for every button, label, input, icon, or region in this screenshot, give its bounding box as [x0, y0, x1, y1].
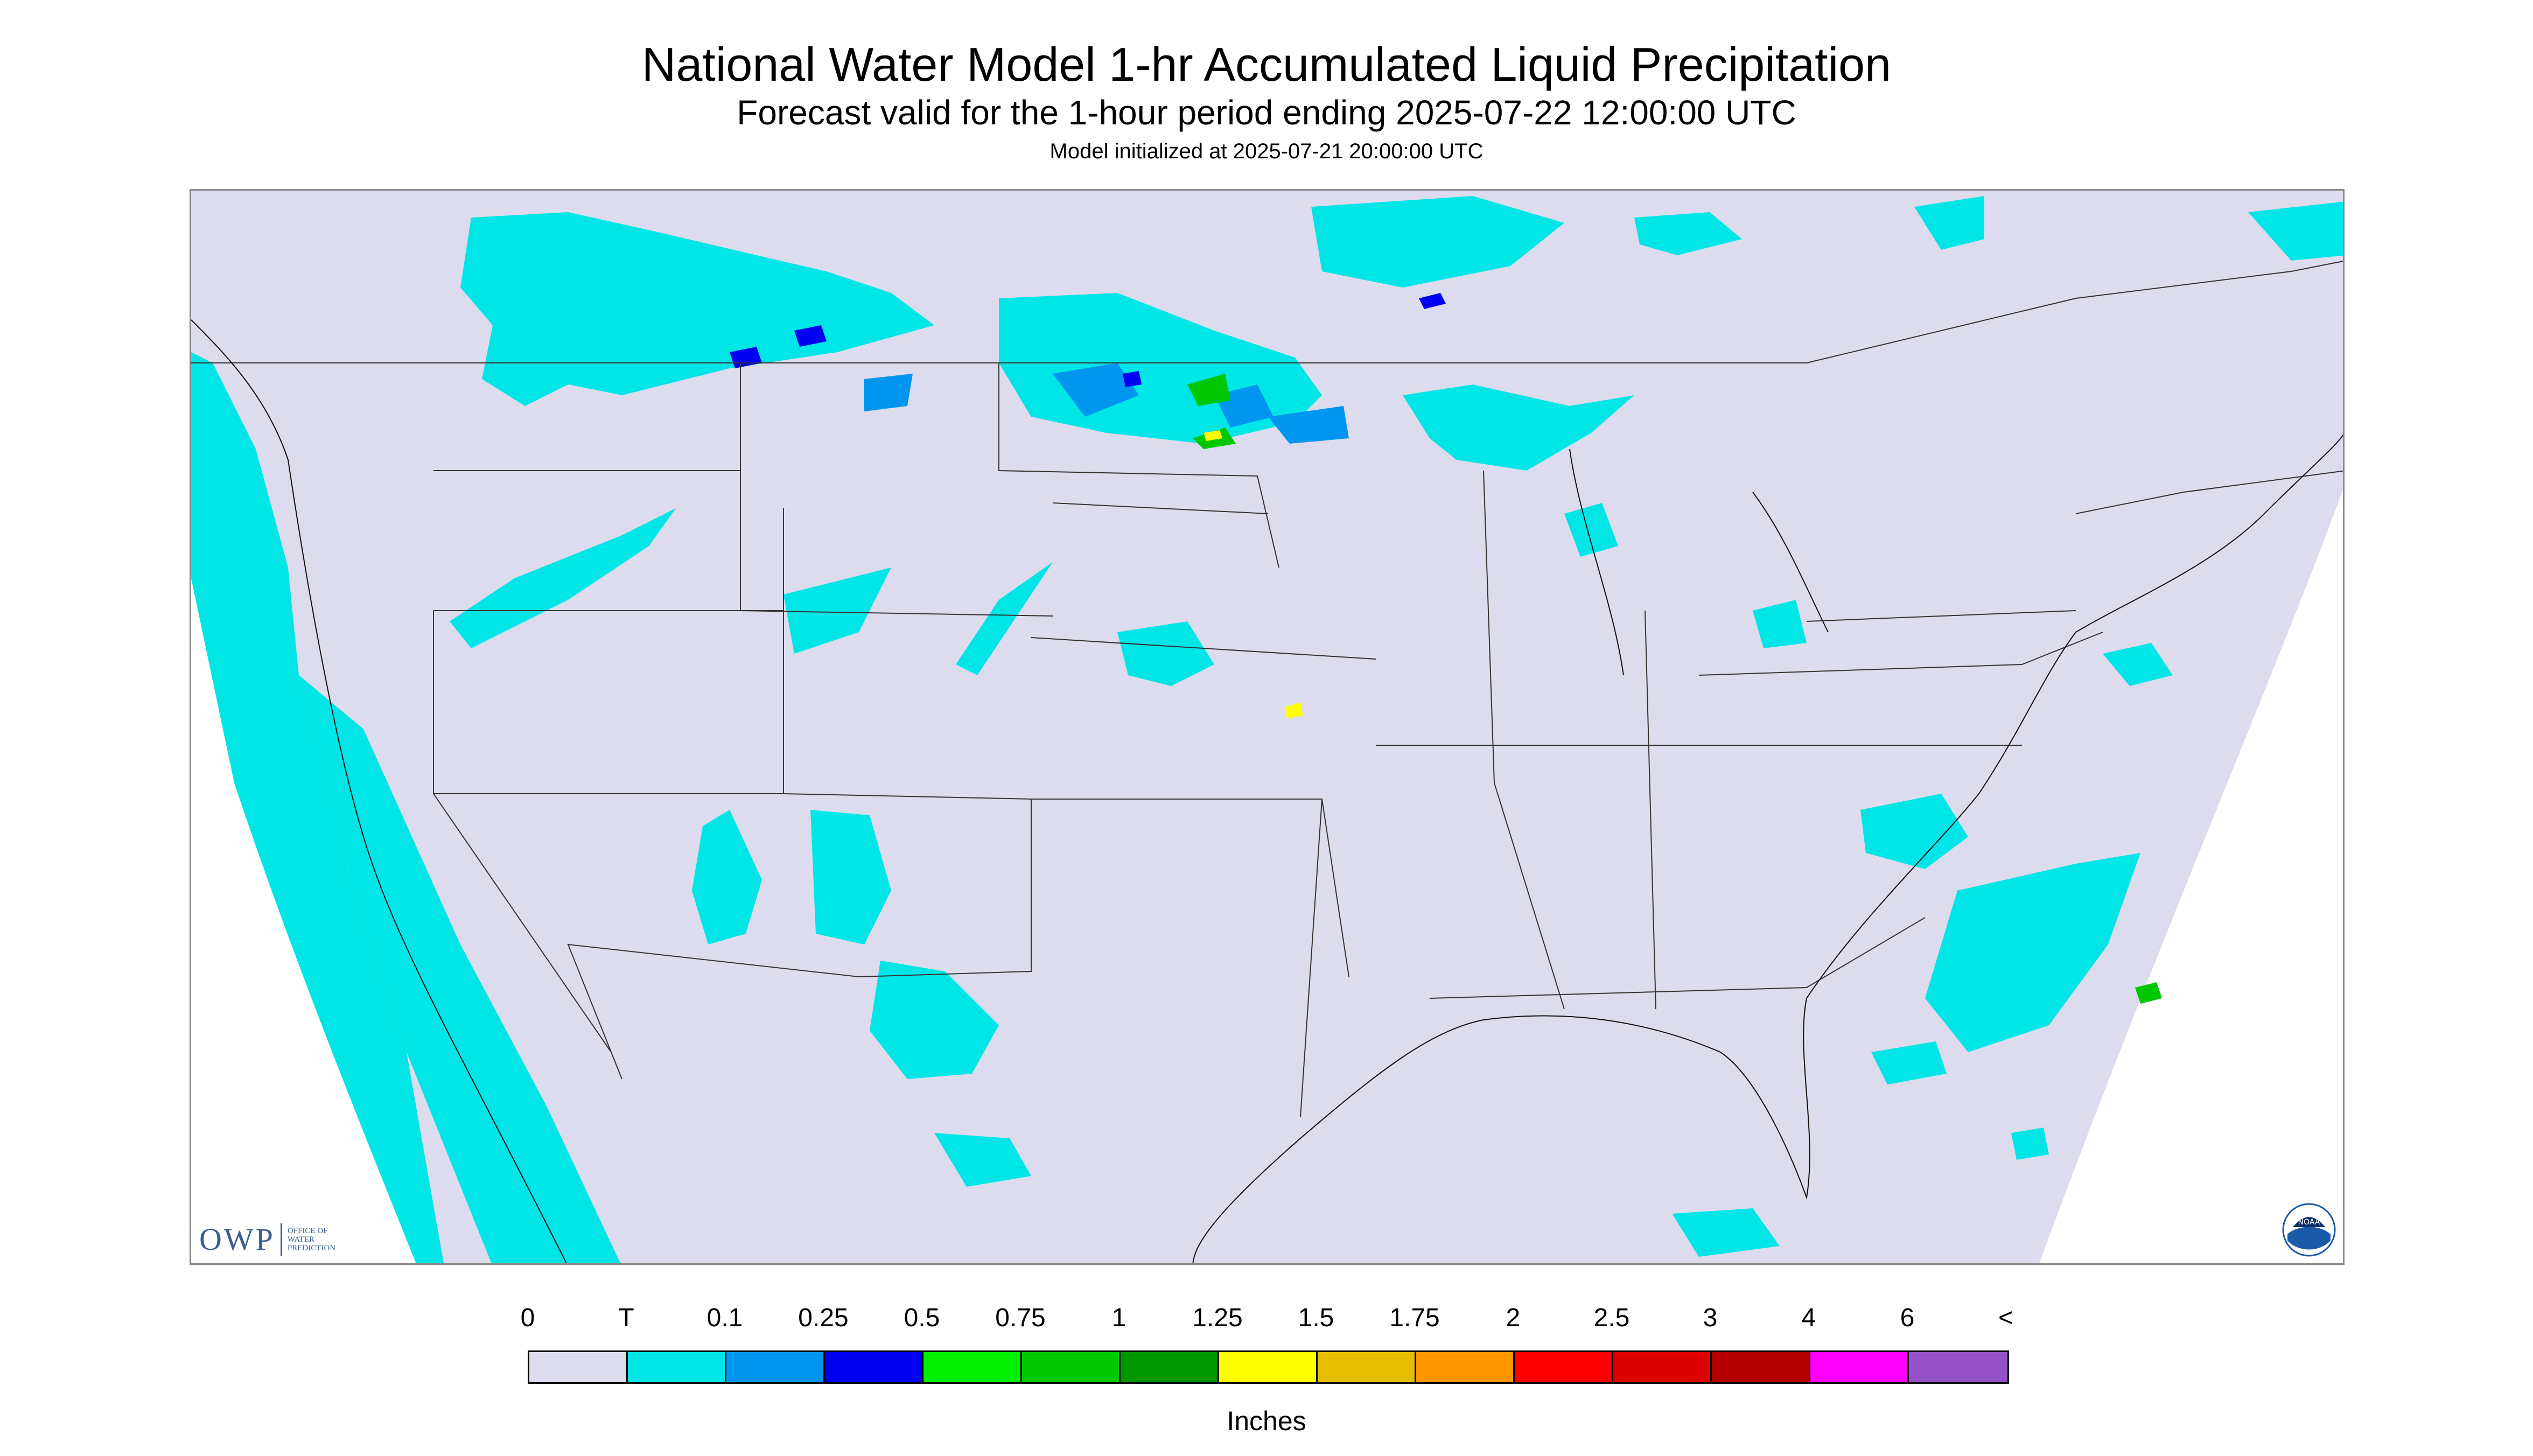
- legend-swatch: [1219, 1352, 1318, 1382]
- owp-logo: OWP OFFICE OF WATER PREDICTION: [199, 1221, 335, 1257]
- legend-label: 4: [1801, 1304, 1816, 1332]
- legend-label: 1.25: [1192, 1304, 1243, 1332]
- legend-label: 1: [1111, 1304, 1126, 1332]
- legend-label: 2.5: [1593, 1304, 1630, 1332]
- model-domain: [191, 191, 2343, 1263]
- legend-label: T: [618, 1304, 634, 1332]
- legend-swatch: [1613, 1352, 1712, 1382]
- legend-label: 1.75: [1389, 1304, 1440, 1332]
- owp-sub-line-1: OFFICE OF: [287, 1226, 328, 1235]
- legend-label: 0.1: [706, 1304, 743, 1332]
- noaa-logo-text: NOAA: [2298, 1218, 2320, 1227]
- precipitation-map: [190, 189, 2345, 1265]
- owp-logo-text: OWP: [199, 1222, 275, 1257]
- legend-units: Inches: [1227, 1406, 1306, 1436]
- legend-swatch: [529, 1352, 628, 1382]
- owp-sub-line-2: WATER: [287, 1235, 314, 1244]
- map-subtitle: Forecast valid for the 1-hour period end…: [737, 93, 1796, 132]
- legend-swatch: [1318, 1352, 1416, 1382]
- legend-swatch: [1909, 1352, 2007, 1382]
- legend-swatch: [1810, 1352, 1909, 1382]
- legend-swatch: [628, 1352, 726, 1382]
- legend-swatch: [1022, 1352, 1121, 1382]
- legend-label: 0.25: [798, 1304, 849, 1332]
- legend-label: 0.5: [904, 1304, 940, 1332]
- owp-logo-subtext: OFFICE OF WATER PREDICTION: [288, 1227, 335, 1252]
- coastline: [191, 319, 2343, 1263]
- legend-swatch: [1121, 1352, 1219, 1382]
- legend-swatch: [923, 1352, 1022, 1382]
- legend-swatch: [726, 1352, 825, 1382]
- legend-swatch: [1416, 1352, 1515, 1382]
- precip-extreme: [1203, 430, 1303, 718]
- noaa-logo: NOAA: [2282, 1203, 2336, 1257]
- legend-swatch: [1515, 1352, 1613, 1382]
- map-svg: [191, 191, 2343, 1263]
- legend-labels: 0 T 0.1 0.25 0.5 0.75 1 1.25 1.5 1.75 2 2.5 3 4 6 <: [0, 1303, 2533, 1335]
- precip-trace: [191, 196, 2343, 1263]
- legend-swatch: [1712, 1352, 1810, 1382]
- owp-logo-divider: [280, 1223, 282, 1256]
- legend-label: 6: [1900, 1304, 1915, 1332]
- legend-label: 0: [520, 1304, 535, 1332]
- legend-label: 1.5: [1298, 1304, 1334, 1332]
- legend-swatch: [825, 1352, 923, 1382]
- map-title: National Water Model 1-hr Accumulated Li…: [641, 38, 1892, 91]
- legend-label: 0.75: [995, 1304, 1046, 1332]
- model-init-time: Model initialized at 2025-07-21 20:00:00…: [1049, 139, 1484, 163]
- state-boundaries: [191, 261, 2343, 1117]
- legend-label: <: [1998, 1304, 2014, 1332]
- owp-sub-line-3: PREDICTION: [287, 1243, 336, 1252]
- legend-label: 2: [1506, 1304, 1521, 1332]
- legend-colorbar: [528, 1350, 2009, 1384]
- legend-label: 3: [1703, 1304, 1718, 1332]
